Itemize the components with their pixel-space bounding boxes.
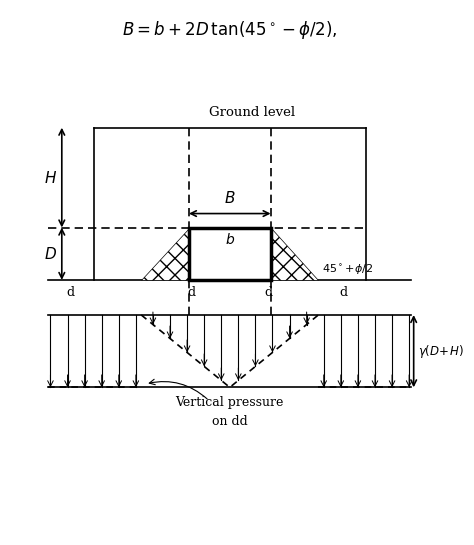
Text: $B$: $B$ bbox=[224, 190, 236, 206]
Bar bbox=[189, 228, 271, 280]
Text: $\gamma(D\!+\!H)$: $\gamma(D\!+\!H)$ bbox=[418, 343, 464, 360]
Text: $b$: $b$ bbox=[225, 232, 235, 247]
Text: d: d bbox=[187, 286, 195, 299]
Text: d: d bbox=[264, 286, 273, 299]
Text: Ground level: Ground level bbox=[210, 106, 296, 119]
Text: d: d bbox=[339, 286, 347, 299]
Text: on dd: on dd bbox=[212, 415, 248, 428]
Text: d: d bbox=[67, 286, 75, 299]
Polygon shape bbox=[271, 228, 319, 280]
Text: $H$: $H$ bbox=[44, 169, 57, 186]
Text: $D$: $D$ bbox=[44, 246, 57, 262]
Polygon shape bbox=[141, 228, 189, 280]
Text: $B = b + 2D\,\tan(45^\circ - \phi/2),$: $B = b + 2D\,\tan(45^\circ - \phi/2),$ bbox=[122, 19, 337, 41]
Text: $45^\circ\!+\!\phi/2$: $45^\circ\!+\!\phi/2$ bbox=[322, 263, 373, 277]
Text: Vertical pressure: Vertical pressure bbox=[175, 396, 284, 409]
